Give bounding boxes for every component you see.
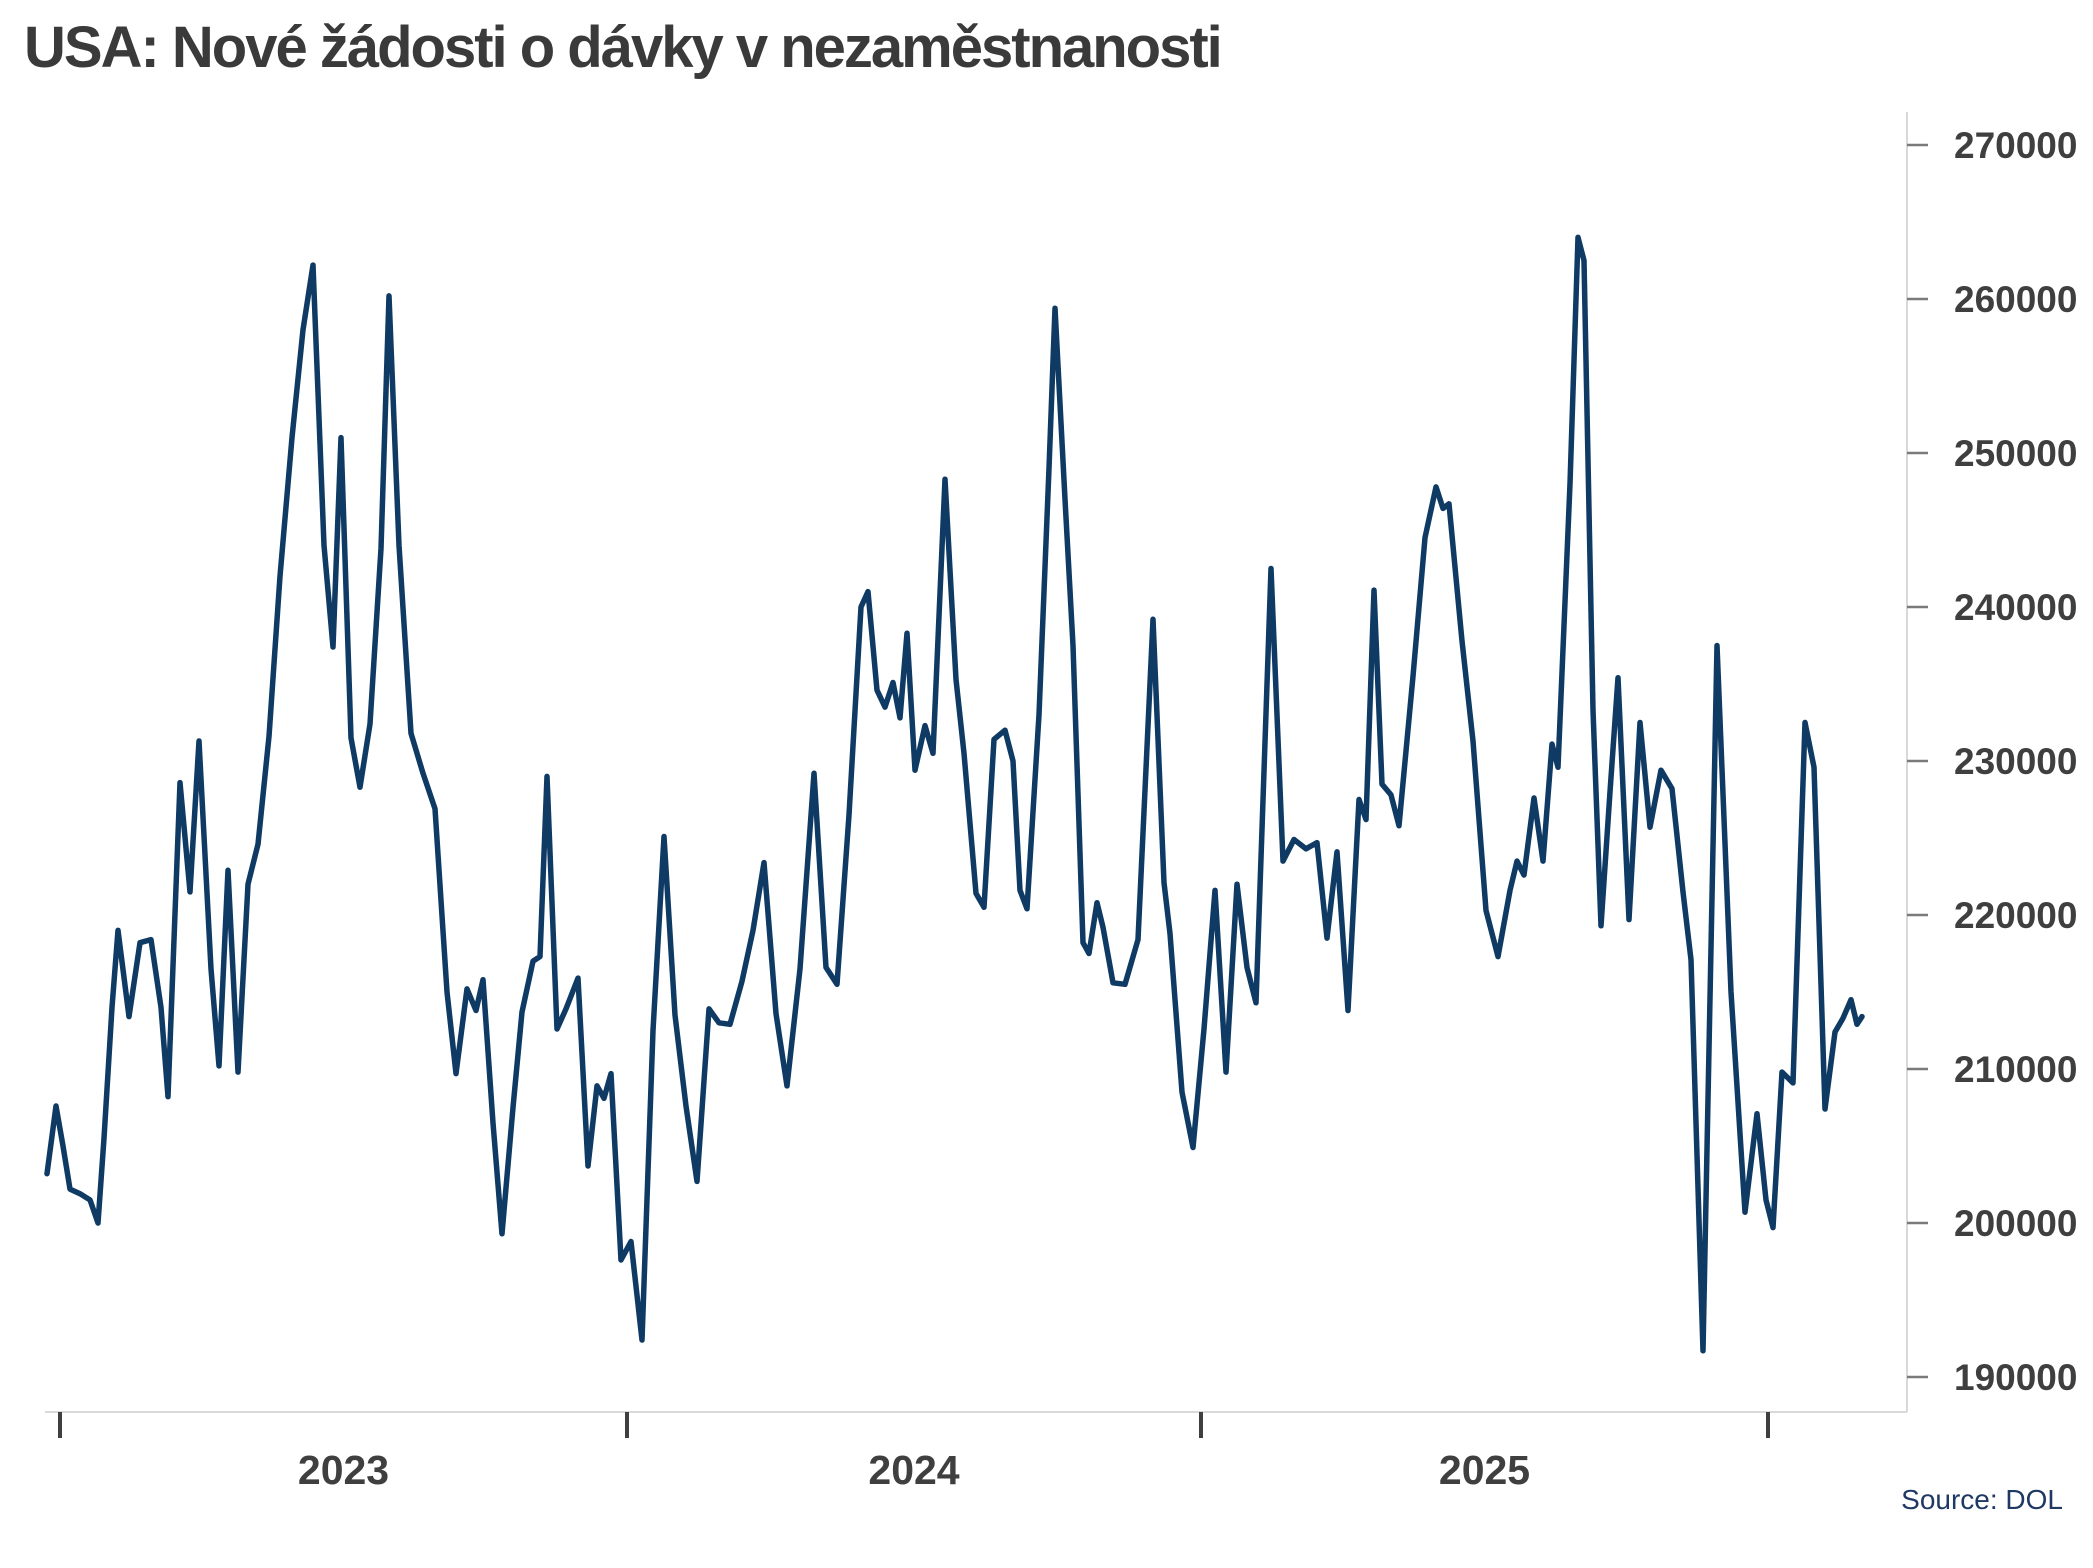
x-year-label: 2024: [868, 1447, 959, 1493]
x-year-label: 2023: [298, 1447, 389, 1493]
y-tick-label: 260000: [1954, 279, 2077, 320]
y-tick-label: 270000: [1954, 125, 2077, 166]
x-year-label: 2025: [1439, 1447, 1530, 1493]
y-tick-label: 230000: [1954, 741, 2077, 782]
y-tick-label: 210000: [1954, 1049, 2077, 1090]
y-tick-label: 220000: [1954, 895, 2077, 936]
page-title: USA: Nové žádosti o dávky v nezaměstnano…: [24, 15, 1223, 80]
y-tick-label: 240000: [1954, 587, 2077, 628]
claims-series-line: [44, 234, 1865, 1354]
source-label: Source: DOL: [1901, 1484, 2063, 1515]
y-tick-label: 250000: [1954, 433, 2077, 474]
y-tick-label: 200000: [1954, 1203, 2077, 1244]
y-tick-label: 190000: [1954, 1357, 2077, 1398]
